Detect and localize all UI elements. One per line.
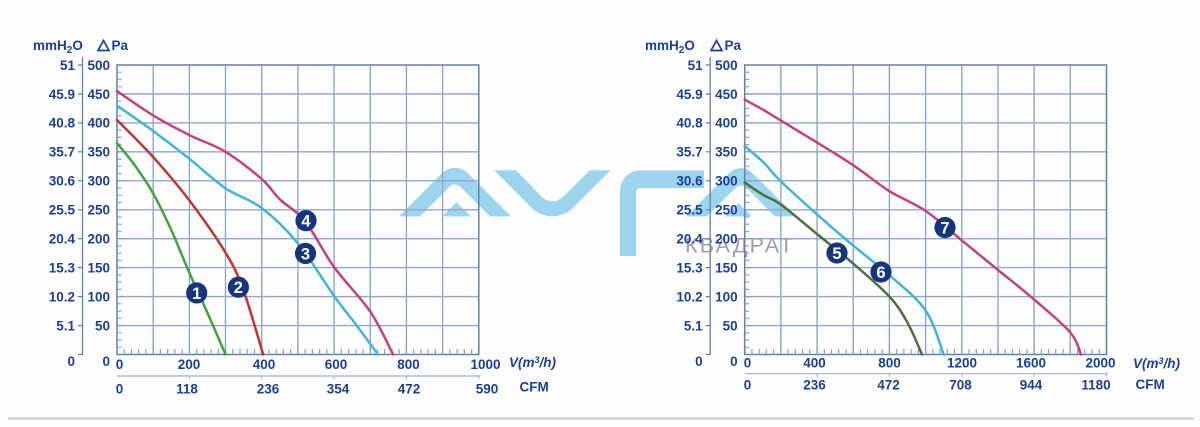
svg-text:600: 600 (325, 357, 348, 372)
svg-text:4: 4 (301, 213, 311, 231)
svg-text:5: 5 (832, 245, 841, 263)
svg-text:5.1: 5.1 (56, 318, 75, 333)
svg-text:354: 354 (327, 382, 350, 397)
svg-text:0: 0 (67, 354, 75, 369)
svg-text:10.2: 10.2 (49, 289, 75, 304)
svg-text:40.8: 40.8 (49, 116, 76, 131)
svg-text:1600: 1600 (1016, 356, 1046, 371)
svg-text:Pa: Pa (112, 38, 129, 53)
svg-text:30.6: 30.6 (676, 174, 703, 189)
svg-text:350: 350 (87, 145, 110, 160)
svg-text:150: 150 (87, 260, 110, 275)
svg-text:236: 236 (257, 382, 280, 397)
svg-text:1180: 1180 (1081, 378, 1110, 393)
svg-text:590: 590 (476, 382, 499, 397)
svg-text:7: 7 (940, 219, 949, 237)
svg-text:100: 100 (87, 289, 110, 304)
svg-text:1: 1 (192, 285, 201, 303)
svg-text:CFM: CFM (1136, 377, 1165, 392)
svg-text:20.4: 20.4 (49, 232, 76, 247)
svg-text:472: 472 (877, 378, 900, 393)
svg-text:30.6: 30.6 (49, 174, 76, 189)
svg-text:300: 300 (715, 174, 738, 189)
svg-text:45.9: 45.9 (49, 87, 75, 102)
svg-text:15.3: 15.3 (676, 260, 703, 275)
svg-text:50: 50 (95, 318, 110, 333)
svg-text:15.3: 15.3 (49, 260, 76, 275)
svg-text:25.5: 25.5 (676, 203, 703, 218)
svg-text:400: 400 (715, 116, 738, 131)
svg-text:150: 150 (715, 260, 738, 275)
svg-text:350: 350 (715, 145, 738, 160)
svg-text:400: 400 (87, 116, 110, 131)
svg-text:472: 472 (398, 382, 421, 397)
svg-text:6: 6 (876, 264, 885, 282)
svg-text:2000: 2000 (1085, 356, 1115, 371)
svg-text:800: 800 (397, 357, 420, 372)
svg-text:51: 51 (60, 58, 76, 73)
svg-text:2: 2 (234, 279, 243, 297)
svg-text:400: 400 (803, 356, 826, 371)
svg-text:25.5: 25.5 (49, 203, 76, 218)
svg-text:V(m3/h): V(m3/h) (1133, 356, 1181, 371)
svg-text:236: 236 (803, 378, 826, 393)
svg-text:944: 944 (1020, 378, 1043, 393)
svg-text:708: 708 (949, 378, 972, 393)
svg-text:CFM: CFM (520, 380, 549, 395)
svg-text:0: 0 (116, 382, 124, 397)
svg-text:100: 100 (715, 289, 738, 304)
svg-text:200: 200 (87, 232, 110, 247)
svg-text:250: 250 (715, 203, 738, 218)
svg-text:450: 450 (715, 87, 738, 102)
svg-text:1000: 1000 (470, 357, 500, 372)
svg-text:V(m3/h): V(m3/h) (509, 355, 557, 370)
svg-text:800: 800 (878, 356, 901, 371)
svg-text:300: 300 (87, 174, 110, 189)
svg-text:500: 500 (715, 58, 738, 73)
svg-text:5.1: 5.1 (684, 318, 703, 333)
svg-text:0: 0 (744, 356, 752, 371)
svg-text:0: 0 (116, 357, 124, 372)
svg-text:500: 500 (87, 58, 110, 73)
svg-text:35.7: 35.7 (676, 145, 702, 160)
svg-text:Pa: Pa (725, 38, 742, 53)
svg-text:mmH2O: mmH2O (33, 38, 83, 56)
svg-text:3: 3 (301, 245, 310, 263)
svg-text:118: 118 (176, 382, 198, 397)
svg-text:45.9: 45.9 (676, 87, 702, 102)
svg-text:200: 200 (715, 232, 738, 247)
svg-text:51: 51 (688, 58, 704, 73)
svg-text:КВАДРАТ: КВАДРАТ (685, 234, 795, 258)
svg-text:0: 0 (730, 354, 738, 369)
svg-text:0: 0 (695, 354, 703, 369)
svg-text:450: 450 (87, 87, 110, 102)
svg-text:35.7: 35.7 (49, 145, 75, 160)
svg-text:50: 50 (723, 318, 738, 333)
svg-text:mmH2O: mmH2O (645, 38, 695, 56)
svg-text:200: 200 (178, 357, 201, 372)
svg-text:0: 0 (102, 354, 110, 369)
svg-text:250: 250 (87, 203, 110, 218)
svg-text:20.4: 20.4 (676, 232, 703, 247)
svg-text:1200: 1200 (947, 356, 977, 371)
svg-text:400: 400 (253, 357, 276, 372)
svg-text:40.8: 40.8 (676, 116, 703, 131)
svg-text:0: 0 (744, 378, 752, 393)
svg-text:10.2: 10.2 (676, 289, 702, 304)
